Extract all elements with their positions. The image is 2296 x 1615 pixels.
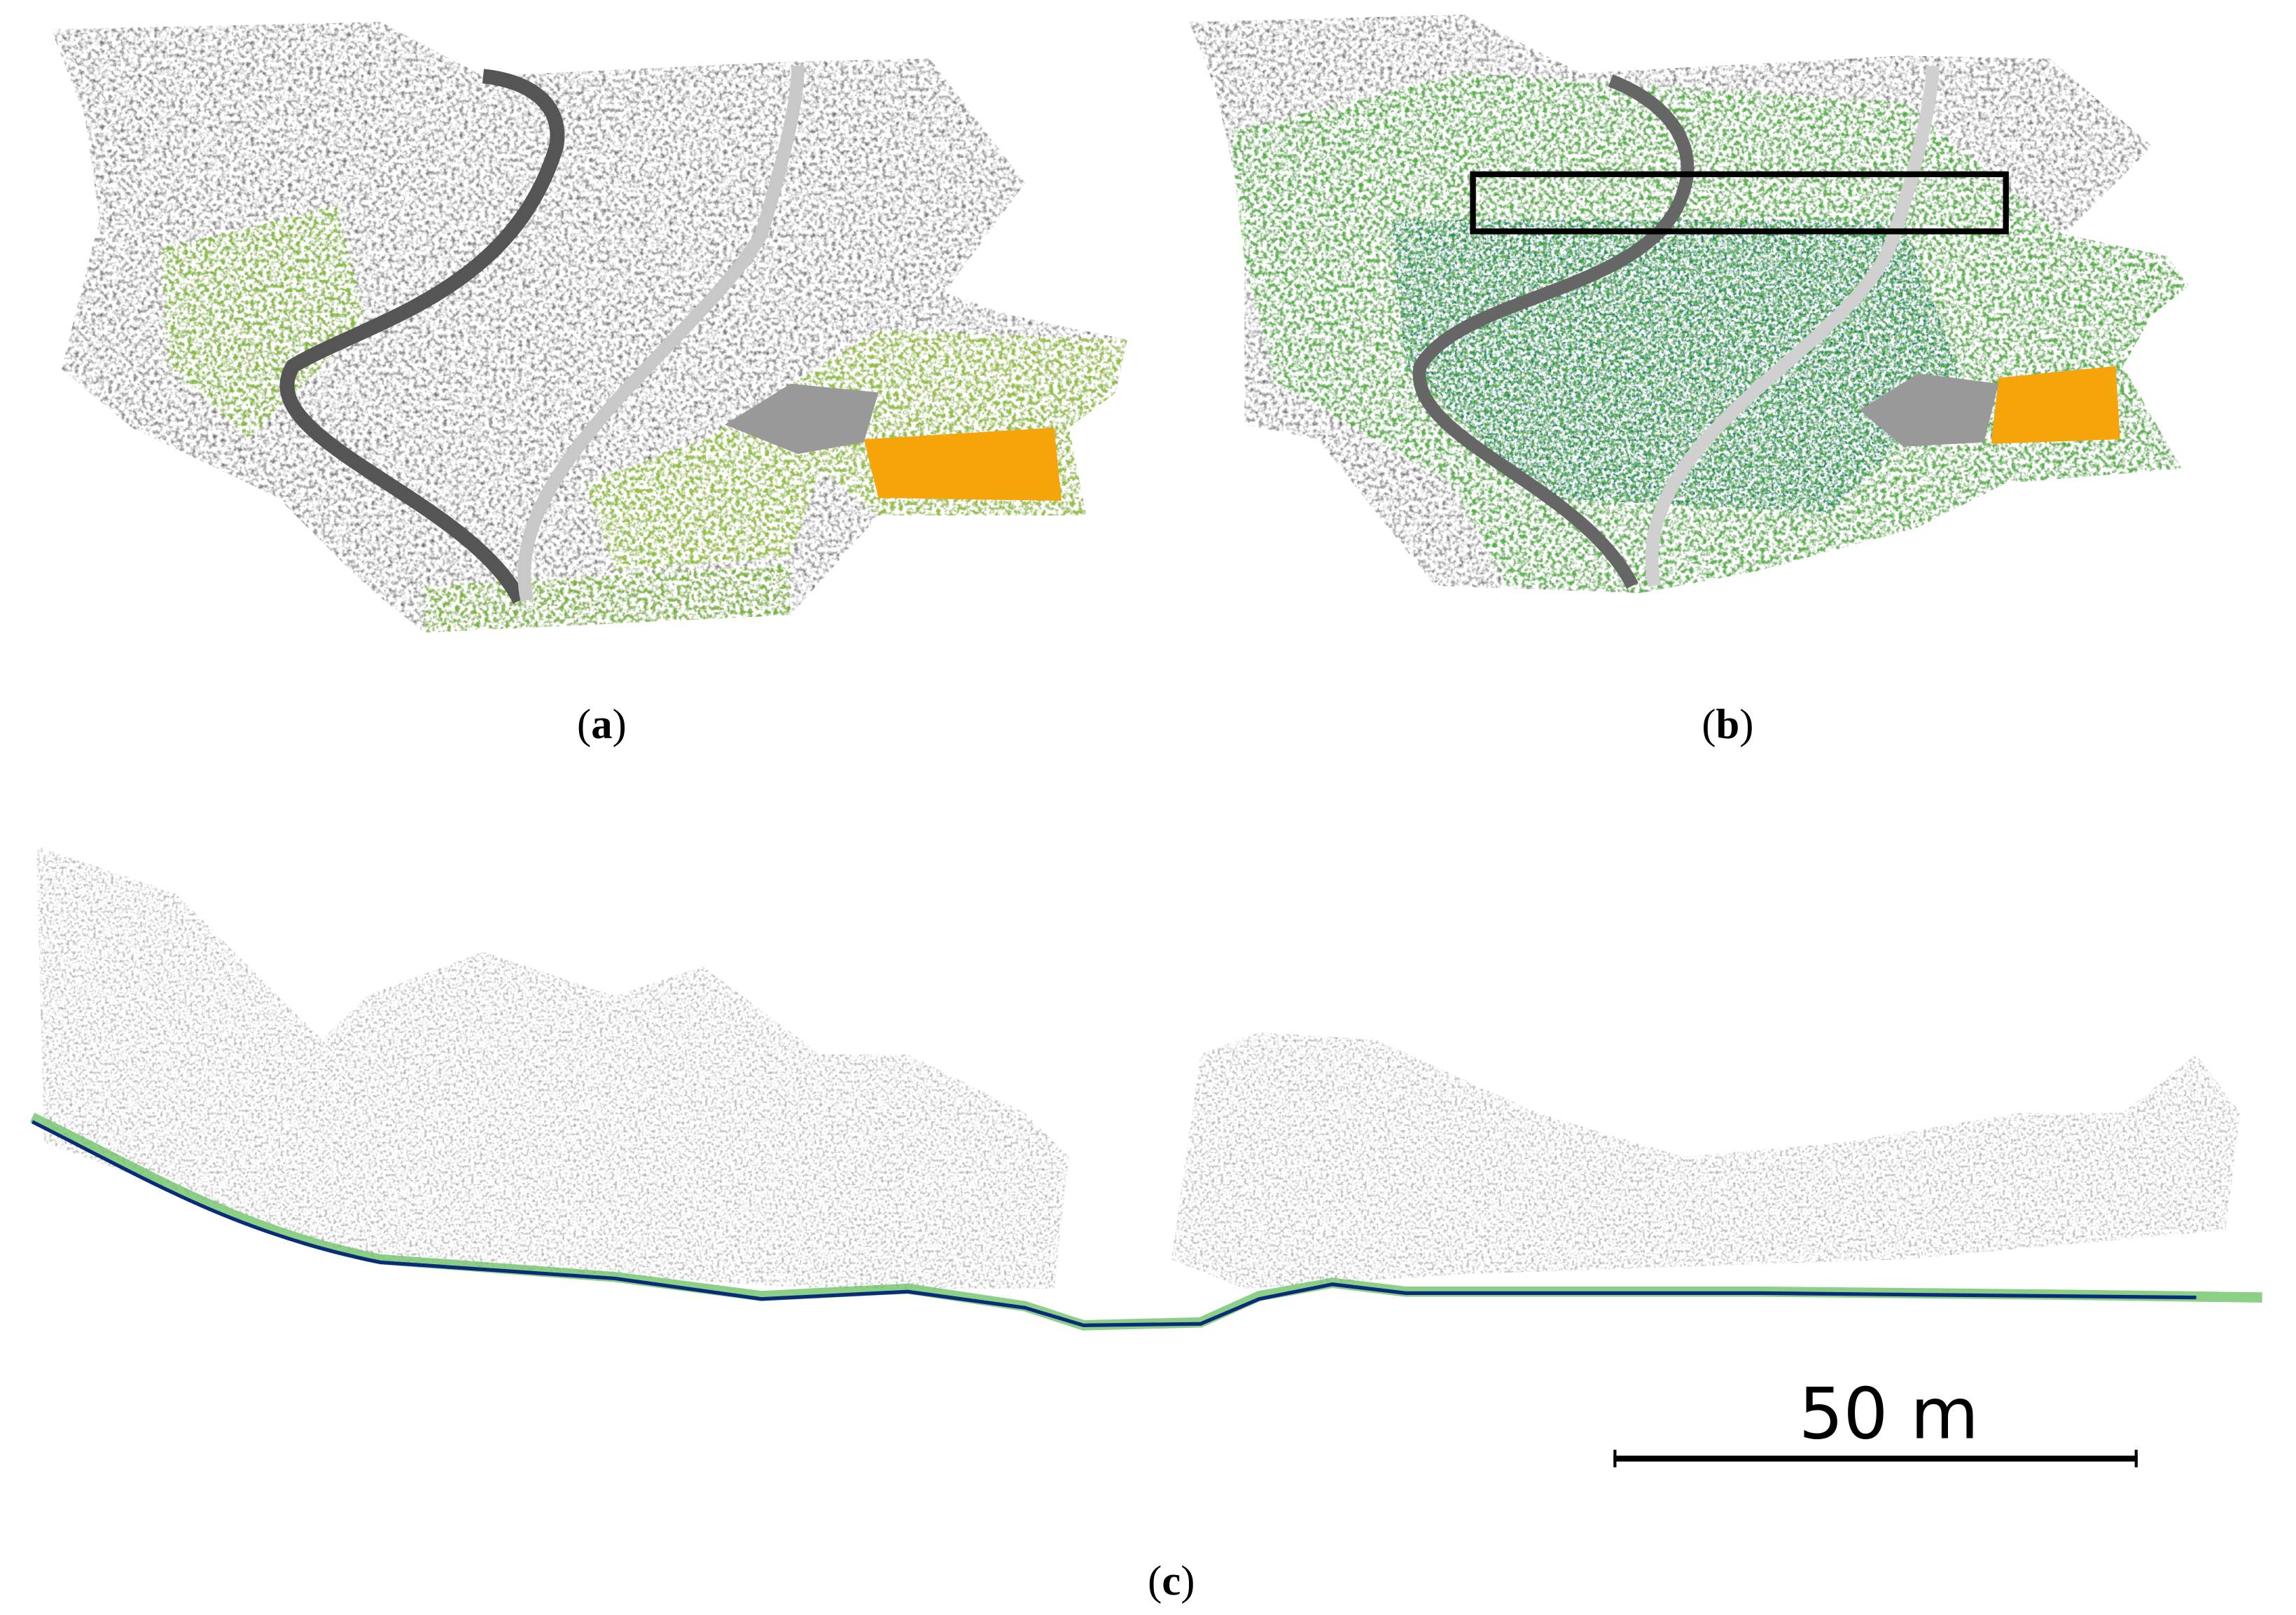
panel-c-profile (29, 846, 2262, 1331)
paren: ) (613, 701, 627, 748)
panel-letter: c (1162, 1558, 1181, 1604)
paren: ( (1148, 1558, 1162, 1604)
figure-content: 50 m (a) (b) (c) (29, 14, 2262, 1604)
paren: ( (1702, 701, 1716, 748)
panel-a-cloud (51, 22, 1128, 633)
highlight-box (1470, 171, 2009, 235)
panel-label: (b) (1702, 701, 1753, 748)
panel-b-cloud (1188, 14, 2190, 593)
scale-bar-label: 50 m (1799, 1373, 1979, 1455)
panel-letter: b (1716, 701, 1740, 748)
paren: ) (1181, 1558, 1195, 1604)
paren: ) (1739, 701, 1753, 748)
panel-label: (c) (1148, 1558, 1195, 1604)
paren: ( (577, 701, 591, 748)
panel-letter: a (591, 701, 612, 748)
scale-bar: 50 m (1613, 1373, 2138, 1468)
panel-label: (a) (577, 701, 627, 748)
